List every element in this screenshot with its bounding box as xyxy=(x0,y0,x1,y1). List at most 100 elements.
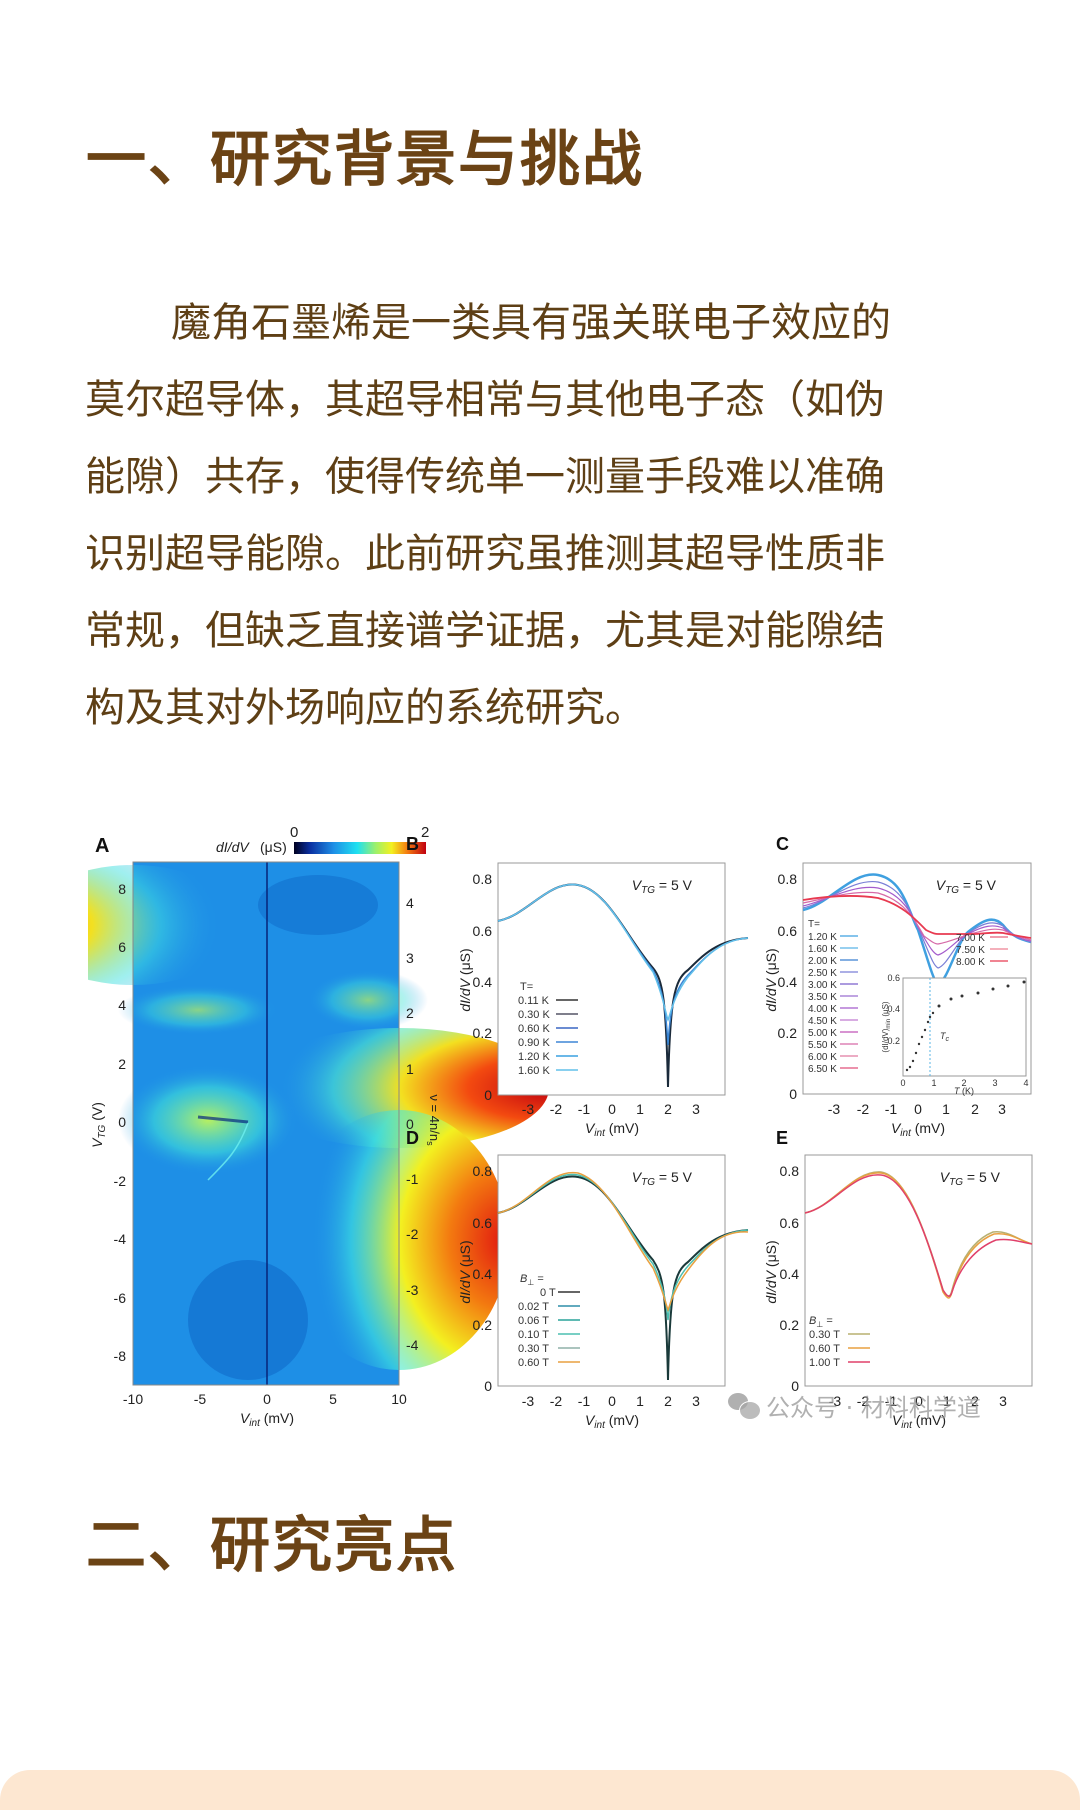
svg-text:4: 4 xyxy=(1023,1078,1028,1088)
svg-text:7.00 K: 7.00 K xyxy=(956,933,985,944)
svg-text:dI/dV (μS): dI/dV (μS) xyxy=(763,1240,779,1303)
section-heading-background: 一、研究背景与挑战 xyxy=(86,125,644,195)
svg-text:0.4: 0.4 xyxy=(473,974,493,990)
svg-text:Vint (mV): Vint (mV) xyxy=(891,1120,945,1139)
svg-text:-5: -5 xyxy=(194,1391,207,1407)
svg-text:0: 0 xyxy=(915,1393,923,1409)
svg-text:2.50 K: 2.50 K xyxy=(808,968,837,979)
svg-text:E: E xyxy=(776,1128,788,1148)
svg-text:T=: T= xyxy=(520,981,533,993)
svg-text:T (K): T (K) xyxy=(954,1086,974,1096)
svg-text:0.6: 0.6 xyxy=(473,1215,493,1231)
svg-text:0: 0 xyxy=(791,1378,799,1394)
svg-text:3: 3 xyxy=(692,1101,700,1117)
paragraph-line: 构及其对外场响应的系统研究。 xyxy=(85,685,645,731)
svg-text:3: 3 xyxy=(998,1101,1006,1117)
svg-text:10: 10 xyxy=(391,1391,407,1407)
svg-text:1: 1 xyxy=(943,1393,951,1409)
svg-text:2: 2 xyxy=(406,1005,414,1021)
svg-text:8.00 K: 8.00 K xyxy=(956,957,985,968)
svg-text:0.4: 0.4 xyxy=(473,1266,493,1282)
svg-text:0.11 K: 0.11 K xyxy=(518,995,550,1007)
svg-text:dI/dV: dI/dV xyxy=(216,839,250,855)
svg-text:0.4: 0.4 xyxy=(887,1004,900,1014)
svg-text:-4: -4 xyxy=(406,1337,419,1353)
bottom-decorative-band xyxy=(0,1770,1080,1810)
svg-text:3.50 K: 3.50 K xyxy=(808,992,837,1003)
svg-text:Vint (mV): Vint (mV) xyxy=(240,1410,294,1429)
svg-text:0.90 K: 0.90 K xyxy=(518,1037,550,1049)
svg-text:T=: T= xyxy=(808,919,820,930)
svg-text:5: 5 xyxy=(329,1391,337,1407)
svg-text:-3: -3 xyxy=(829,1393,842,1409)
svg-text:0.60 T: 0.60 T xyxy=(809,1343,840,1355)
panel-e: E VTG = 5 V B⊥ = 0.30 T 0.60 T 1.00 T 0.… xyxy=(763,1128,1033,1431)
svg-text:0.2: 0.2 xyxy=(778,1025,798,1041)
svg-text:C: C xyxy=(776,834,789,854)
svg-text:0: 0 xyxy=(608,1393,616,1409)
svg-text:Vint (mV): Vint (mV) xyxy=(585,1120,639,1139)
svg-text:VTG = 5 V: VTG = 5 V xyxy=(632,877,693,896)
svg-text:1: 1 xyxy=(942,1101,950,1117)
svg-text:B: B xyxy=(406,834,419,854)
svg-text:0.2: 0.2 xyxy=(780,1317,800,1333)
svg-text:-2: -2 xyxy=(550,1393,563,1409)
svg-text:0.30 K: 0.30 K xyxy=(518,1009,550,1021)
svg-text:4: 4 xyxy=(406,895,414,911)
svg-text:VTG = 5 V: VTG = 5 V xyxy=(940,1169,1001,1188)
svg-text:3: 3 xyxy=(992,1078,997,1088)
svg-text:7.50 K: 7.50 K xyxy=(956,945,985,956)
svg-text:8: 8 xyxy=(118,881,126,897)
svg-text:0.8: 0.8 xyxy=(778,871,798,887)
svg-text:0: 0 xyxy=(484,1087,492,1103)
svg-text:0.2: 0.2 xyxy=(887,1036,900,1046)
svg-text:-2: -2 xyxy=(857,1393,870,1409)
paragraph-line: 魔角石墨烯是一类具有强关联电子效应的 xyxy=(171,300,891,346)
svg-text:0: 0 xyxy=(118,1114,126,1130)
svg-text:1: 1 xyxy=(931,1078,936,1088)
svg-text:VTG (V): VTG (V) xyxy=(89,1102,108,1148)
svg-text:2: 2 xyxy=(971,1393,979,1409)
svg-text:0.8: 0.8 xyxy=(473,1163,493,1179)
svg-text:-1: -1 xyxy=(578,1393,591,1409)
svg-text:0.06 T: 0.06 T xyxy=(518,1315,549,1327)
svg-text:2.00 K: 2.00 K xyxy=(808,956,837,967)
svg-text:0: 0 xyxy=(484,1378,492,1394)
svg-text:0.6: 0.6 xyxy=(473,923,493,939)
svg-text:ν = 4n/ns: ν = 4n/ns xyxy=(425,1094,442,1146)
svg-text:3.00 K: 3.00 K xyxy=(808,980,837,991)
svg-text:4: 4 xyxy=(118,997,126,1013)
figure-svg: A dI/dV (μS) 0 2 8 6 4 2 0 xyxy=(23,824,1033,1431)
svg-text:2: 2 xyxy=(664,1393,672,1409)
svg-text:0: 0 xyxy=(900,1078,905,1088)
svg-text:Vint (mV): Vint (mV) xyxy=(892,1412,946,1431)
background-paragraph: 魔角石墨烯是一类具有强关联电子效应的 莫尔超导体，其超导相常与其他电子态（如伪 … xyxy=(85,285,1040,747)
svg-text:-1: -1 xyxy=(578,1101,591,1117)
svg-text:(dI/dV)min (μS): (dI/dV)min (μS) xyxy=(881,1001,892,1053)
svg-text:Vint (mV): Vint (mV) xyxy=(585,1412,639,1431)
svg-text:0: 0 xyxy=(608,1101,616,1117)
svg-text:0.6: 0.6 xyxy=(780,1215,800,1231)
svg-text:A: A xyxy=(95,835,109,857)
svg-text:1.20 K: 1.20 K xyxy=(808,932,837,943)
watermark: 公众号 · 材料科学道 xyxy=(728,1388,981,1423)
paragraph-line: 常规，但缺乏直接谱学证据，尤其是对能隙结 xyxy=(85,608,885,654)
svg-text:D: D xyxy=(406,1128,419,1148)
wechat-icon xyxy=(728,1392,761,1420)
panel-b: B VTG = 5 V T= 0.11 K 0.30 K 0.60 K 0.90… xyxy=(406,834,749,1139)
svg-text:0.6: 0.6 xyxy=(887,973,900,983)
watermark-text: 公众号 · 材料科学道 xyxy=(766,1394,981,1422)
svg-text:-2: -2 xyxy=(550,1101,563,1117)
svg-text:0: 0 xyxy=(263,1391,271,1407)
svg-text:0 T: 0 T xyxy=(540,1287,556,1299)
svg-text:2: 2 xyxy=(971,1101,979,1117)
svg-text:-1: -1 xyxy=(406,1171,419,1187)
svg-text:dI/dV (μS): dI/dV (μS) xyxy=(457,948,473,1011)
svg-text:dI/dV (μS): dI/dV (μS) xyxy=(457,1240,473,1303)
panel-c-inset: Tc 0.6 0.4 0.2 0 1 2 3 4 T (K) (dI/dV)mi… xyxy=(881,973,1029,1096)
svg-text:-2: -2 xyxy=(406,1226,419,1242)
svg-text:-3: -3 xyxy=(406,1282,419,1298)
section-heading-highlights: 二、研究亮点 xyxy=(86,1511,458,1581)
svg-text:1: 1 xyxy=(636,1393,644,1409)
svg-text:0.6: 0.6 xyxy=(778,923,798,939)
